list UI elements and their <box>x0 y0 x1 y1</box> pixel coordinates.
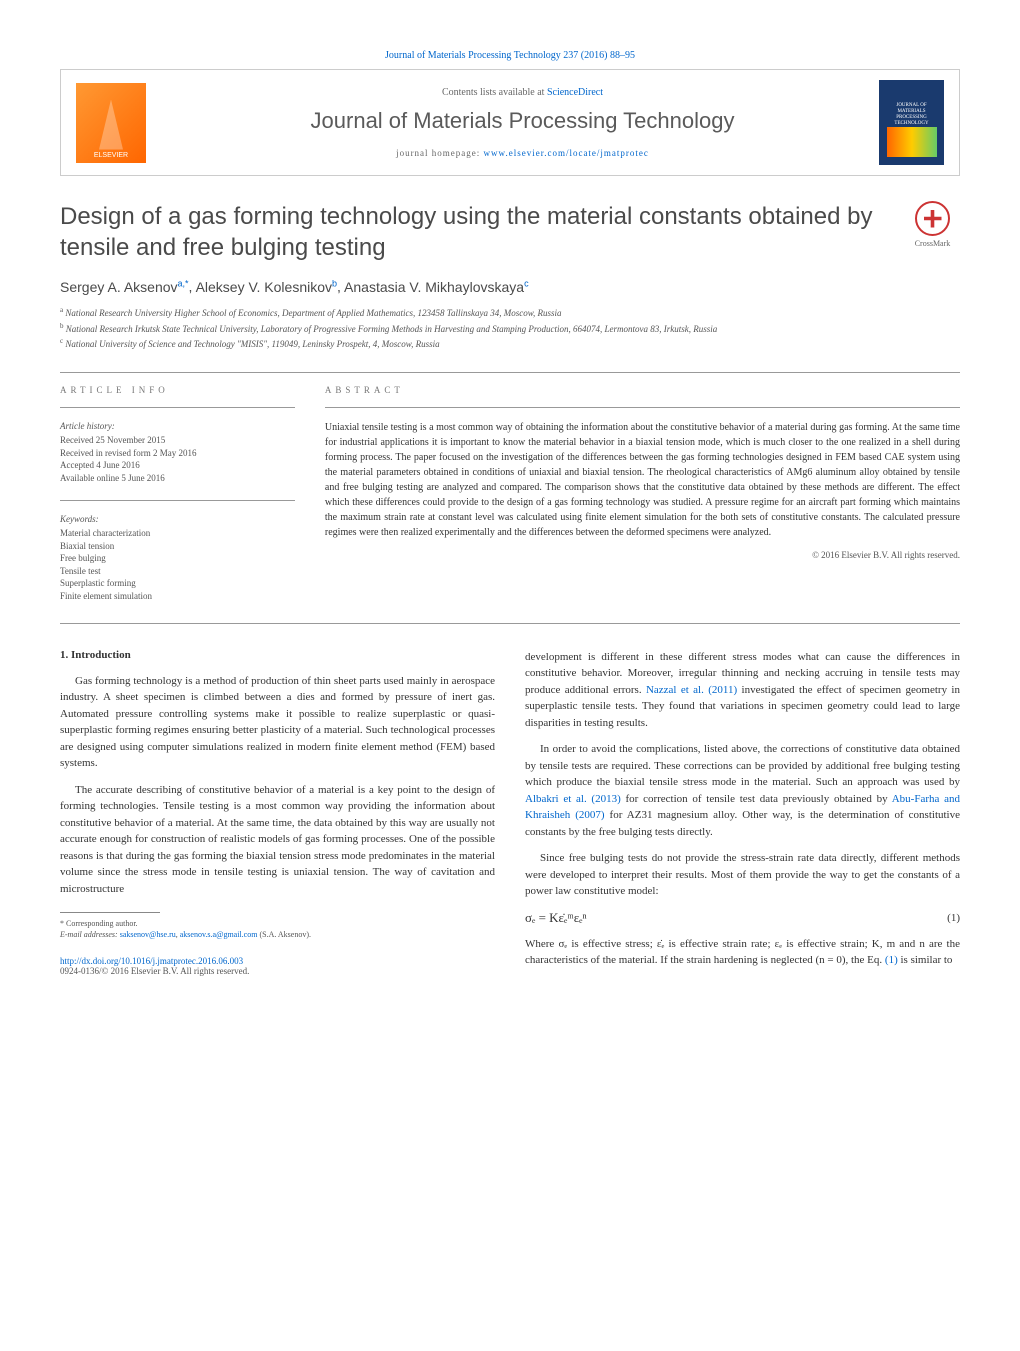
crossmark-badge[interactable]: CrossMark <box>905 201 960 248</box>
publisher-name: ELSEVIER <box>94 152 128 159</box>
journal-banner: ELSEVIER Contents lists available at Sci… <box>60 69 960 176</box>
equation-row: σₑ = Kε̇ₑᵐεₑⁿ (1) <box>525 910 960 926</box>
body-column-left: 1. Introduction Gas forming technology i… <box>60 649 495 979</box>
issn-line: 0924-0136/© 2016 Elsevier B.V. All right… <box>60 966 249 976</box>
section-heading: 1. Introduction <box>60 649 495 661</box>
body-paragraph: Since free bulging tests do not provide … <box>525 850 960 900</box>
banner-center: Contents lists available at ScienceDirec… <box>166 87 879 158</box>
divider <box>60 372 960 373</box>
author-list: Sergey A. Aksenova,*, Aleksey V. Kolesni… <box>60 278 960 295</box>
homepage-line: journal homepage: www.elsevier.com/locat… <box>166 148 879 158</box>
body-paragraph: Where σₑ is effective stress; ε̇ₑ is eff… <box>525 936 960 969</box>
footnote-separator <box>60 912 160 913</box>
contents-line: Contents lists available at ScienceDirec… <box>166 87 879 98</box>
abstract-copyright: © 2016 Elsevier B.V. All rights reserved… <box>325 550 960 560</box>
keywords-label: Keywords: <box>60 513 295 526</box>
email-link[interactable]: aksenov.s.a@gmail.com <box>180 930 258 939</box>
abstract-text: Uniaxial tensile testing is a most commo… <box>325 420 960 540</box>
affiliation: a National Research University Higher Sc… <box>60 305 960 321</box>
sciencedirect-link[interactable]: ScienceDirect <box>547 87 603 98</box>
email-link[interactable]: saksenov@hse.ru <box>120 930 176 939</box>
elsevier-tree-icon <box>91 100 131 150</box>
article-title: Design of a gas forming technology using… <box>60 201 885 263</box>
affiliation: b National Research Irkutsk State Techni… <box>60 321 960 337</box>
article-info-header: ARTICLE INFO <box>60 385 295 395</box>
author: Anastasia V. Mikhaylovskayac <box>344 279 529 295</box>
abstract-column: ABSTRACT Uniaxial tensile testing is a m… <box>325 385 960 603</box>
affiliation-list: a National Research University Higher Sc… <box>60 305 960 352</box>
history-item: Accepted 4 June 2016 <box>60 459 295 472</box>
equation: σₑ = Kε̇ₑᵐεₑⁿ <box>525 910 947 926</box>
equation-number: (1) <box>947 912 960 924</box>
body-paragraph: development is different in these differ… <box>525 649 960 732</box>
crossmark-label: CrossMark <box>905 239 960 248</box>
author: Sergey A. Aksenova,* <box>60 279 189 295</box>
journal-title: Journal of Materials Processing Technolo… <box>166 108 879 134</box>
divider <box>60 407 295 408</box>
history-item: Available online 5 June 2016 <box>60 472 295 485</box>
history-item: Received in revised form 2 May 2016 <box>60 447 295 460</box>
body-paragraph: In order to avoid the complications, lis… <box>525 741 960 840</box>
keyword: Finite element simulation <box>60 590 295 603</box>
citation-link[interactable]: Nazzal et al. (2011) <box>646 684 737 696</box>
publisher-logo: ELSEVIER <box>76 83 146 163</box>
running-header: Journal of Materials Processing Technolo… <box>60 50 960 61</box>
cover-image-icon <box>887 127 937 157</box>
corresponding-footnote: * Corresponding author. E-mail addresses… <box>60 918 495 940</box>
history-item: Received 25 November 2015 <box>60 434 295 447</box>
keyword: Material characterization <box>60 527 295 540</box>
journal-cover: JOURNAL OF MATERIALS PROCESSING TECHNOLO… <box>879 80 944 165</box>
affiliation: c National University of Science and Tec… <box>60 336 960 352</box>
keyword: Tensile test <box>60 565 295 578</box>
body-text: 1. Introduction Gas forming technology i… <box>60 649 960 979</box>
keyword: Superplastic forming <box>60 577 295 590</box>
homepage-link[interactable]: www.elsevier.com/locate/jmatprotec <box>484 148 649 158</box>
header-citation-link[interactable]: Journal of Materials Processing Technolo… <box>385 50 635 61</box>
divider <box>60 623 960 624</box>
citation-link[interactable]: Albakri et al. (2013) <box>525 793 621 805</box>
doi-block: http://dx.doi.org/10.1016/j.jmatprotec.2… <box>60 956 495 976</box>
article-info-column: ARTICLE INFO Article history: Received 2… <box>60 385 295 603</box>
divider <box>60 500 295 501</box>
cover-title: JOURNAL OF MATERIALS PROCESSING TECHNOLO… <box>883 103 940 127</box>
divider <box>325 407 960 408</box>
doi-link[interactable]: http://dx.doi.org/10.1016/j.jmatprotec.2… <box>60 956 243 966</box>
body-paragraph: Gas forming technology is a method of pr… <box>60 673 495 772</box>
body-paragraph: The accurate describing of constitutive … <box>60 782 495 898</box>
keyword: Biaxial tension <box>60 540 295 553</box>
abstract-header: ABSTRACT <box>325 385 960 395</box>
crossmark-icon <box>915 201 950 236</box>
body-column-right: development is different in these differ… <box>525 649 960 979</box>
history-label: Article history: <box>60 420 295 433</box>
keyword: Free bulging <box>60 552 295 565</box>
author: Aleksey V. Kolesnikovb <box>196 279 337 295</box>
equation-ref-link[interactable]: (1) <box>885 954 898 966</box>
